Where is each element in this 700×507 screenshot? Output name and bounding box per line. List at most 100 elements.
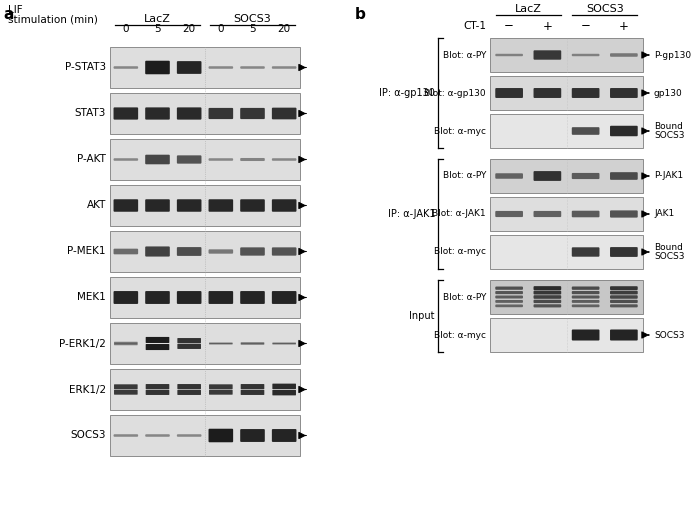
FancyBboxPatch shape xyxy=(110,93,300,134)
FancyBboxPatch shape xyxy=(241,384,265,389)
FancyBboxPatch shape xyxy=(240,247,265,256)
FancyBboxPatch shape xyxy=(496,296,523,299)
FancyBboxPatch shape xyxy=(146,344,169,350)
FancyBboxPatch shape xyxy=(490,114,643,148)
Text: ERK1/2: ERK1/2 xyxy=(69,384,106,394)
FancyBboxPatch shape xyxy=(113,158,138,161)
Text: STAT3: STAT3 xyxy=(75,108,106,119)
FancyBboxPatch shape xyxy=(240,158,265,161)
Text: P-AKT: P-AKT xyxy=(77,155,106,164)
FancyBboxPatch shape xyxy=(177,344,201,349)
FancyBboxPatch shape xyxy=(272,429,297,442)
FancyBboxPatch shape xyxy=(272,247,297,256)
FancyBboxPatch shape xyxy=(572,330,599,341)
FancyBboxPatch shape xyxy=(272,66,297,69)
Text: MEK1: MEK1 xyxy=(77,293,106,303)
FancyBboxPatch shape xyxy=(177,247,202,256)
Text: SOCS3: SOCS3 xyxy=(586,4,624,14)
FancyBboxPatch shape xyxy=(496,211,523,217)
FancyBboxPatch shape xyxy=(209,199,233,212)
FancyBboxPatch shape xyxy=(241,343,265,345)
Text: SOCS3: SOCS3 xyxy=(234,14,272,24)
FancyBboxPatch shape xyxy=(610,295,638,299)
FancyBboxPatch shape xyxy=(113,434,138,437)
FancyBboxPatch shape xyxy=(240,199,265,212)
Text: gp130: gp130 xyxy=(654,89,682,97)
FancyBboxPatch shape xyxy=(610,291,638,295)
FancyBboxPatch shape xyxy=(146,384,169,389)
FancyBboxPatch shape xyxy=(241,390,265,395)
FancyBboxPatch shape xyxy=(533,286,561,290)
FancyBboxPatch shape xyxy=(240,429,265,442)
FancyBboxPatch shape xyxy=(209,342,232,344)
FancyBboxPatch shape xyxy=(209,108,233,119)
Text: IP: α-JAK1: IP: α-JAK1 xyxy=(388,209,435,219)
FancyBboxPatch shape xyxy=(490,235,643,269)
FancyBboxPatch shape xyxy=(113,66,138,69)
FancyBboxPatch shape xyxy=(572,286,599,290)
FancyBboxPatch shape xyxy=(572,127,599,135)
FancyBboxPatch shape xyxy=(610,286,638,290)
FancyBboxPatch shape xyxy=(533,50,561,60)
FancyBboxPatch shape xyxy=(146,390,169,395)
Text: Input: Input xyxy=(410,311,435,321)
FancyBboxPatch shape xyxy=(496,291,523,294)
FancyBboxPatch shape xyxy=(610,330,638,341)
Text: Blot: α-PY: Blot: α-PY xyxy=(442,293,486,302)
FancyBboxPatch shape xyxy=(110,323,300,364)
FancyBboxPatch shape xyxy=(209,66,233,69)
FancyBboxPatch shape xyxy=(145,199,170,212)
Text: Bound
SOCS3: Bound SOCS3 xyxy=(654,243,685,261)
FancyBboxPatch shape xyxy=(610,172,638,180)
Text: b: b xyxy=(355,7,366,22)
FancyBboxPatch shape xyxy=(240,108,265,119)
FancyBboxPatch shape xyxy=(209,291,233,304)
FancyBboxPatch shape xyxy=(145,107,170,120)
Text: Blot: α-gp130: Blot: α-gp130 xyxy=(424,89,486,97)
FancyBboxPatch shape xyxy=(272,390,296,395)
FancyBboxPatch shape xyxy=(272,158,297,161)
FancyBboxPatch shape xyxy=(110,369,300,410)
FancyBboxPatch shape xyxy=(272,291,297,304)
Text: AKT: AKT xyxy=(87,200,106,210)
FancyBboxPatch shape xyxy=(572,54,599,56)
Text: Blot: α-PY: Blot: α-PY xyxy=(442,51,486,59)
FancyBboxPatch shape xyxy=(533,211,561,217)
FancyBboxPatch shape xyxy=(114,343,138,345)
Text: Blot: α-PY: Blot: α-PY xyxy=(442,171,486,180)
FancyBboxPatch shape xyxy=(145,434,170,437)
Text: P-MEK1: P-MEK1 xyxy=(67,246,106,257)
FancyBboxPatch shape xyxy=(110,277,300,318)
FancyBboxPatch shape xyxy=(572,296,599,299)
FancyBboxPatch shape xyxy=(209,429,233,442)
FancyBboxPatch shape xyxy=(209,390,232,394)
FancyBboxPatch shape xyxy=(177,434,202,437)
Text: P-gp130: P-gp130 xyxy=(654,51,691,59)
FancyBboxPatch shape xyxy=(110,415,300,456)
FancyBboxPatch shape xyxy=(496,300,523,303)
Text: 5: 5 xyxy=(154,24,161,34)
Text: 20: 20 xyxy=(278,24,290,34)
Text: a: a xyxy=(3,7,13,22)
Text: LacZ: LacZ xyxy=(514,4,542,14)
FancyBboxPatch shape xyxy=(272,342,296,344)
FancyBboxPatch shape xyxy=(240,291,265,304)
FancyBboxPatch shape xyxy=(496,54,523,56)
FancyBboxPatch shape xyxy=(610,53,638,57)
FancyBboxPatch shape xyxy=(113,248,138,255)
FancyBboxPatch shape xyxy=(145,155,170,164)
FancyBboxPatch shape xyxy=(209,249,233,254)
FancyBboxPatch shape xyxy=(572,88,599,98)
FancyBboxPatch shape xyxy=(177,390,201,395)
Text: 5: 5 xyxy=(249,24,256,34)
Text: SOCS3: SOCS3 xyxy=(654,331,685,340)
FancyBboxPatch shape xyxy=(496,173,523,179)
FancyBboxPatch shape xyxy=(114,384,138,389)
FancyBboxPatch shape xyxy=(241,342,265,344)
FancyBboxPatch shape xyxy=(572,173,599,179)
FancyBboxPatch shape xyxy=(490,280,643,314)
FancyBboxPatch shape xyxy=(177,338,201,343)
FancyBboxPatch shape xyxy=(272,199,297,212)
FancyBboxPatch shape xyxy=(572,304,599,307)
Text: JAK1: JAK1 xyxy=(654,209,674,219)
